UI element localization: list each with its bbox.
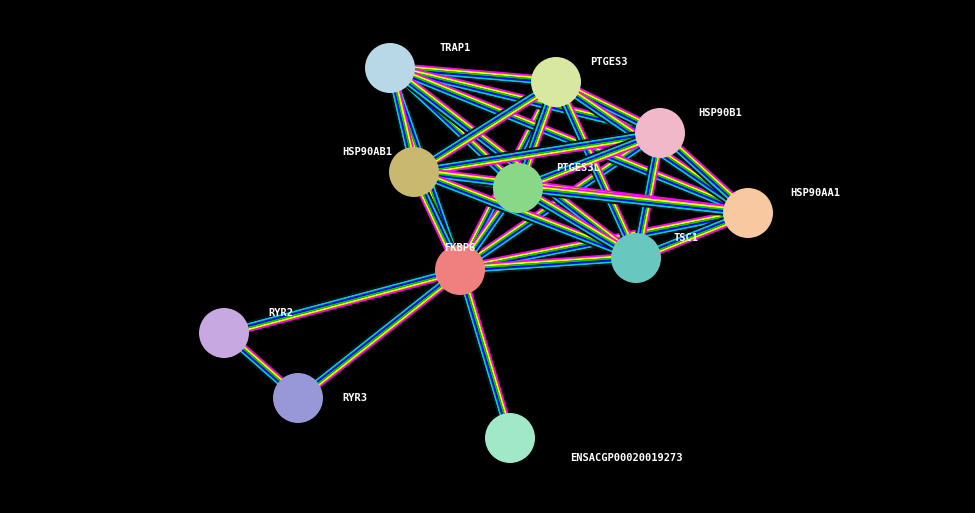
- Text: HSP90AA1: HSP90AA1: [790, 188, 840, 198]
- Circle shape: [611, 233, 661, 283]
- Text: HSP90B1: HSP90B1: [698, 108, 742, 118]
- Circle shape: [389, 147, 439, 197]
- Circle shape: [365, 43, 415, 93]
- Circle shape: [493, 163, 543, 213]
- Text: TSC1: TSC1: [674, 233, 699, 243]
- Circle shape: [485, 413, 535, 463]
- Text: PTGES3L: PTGES3L: [556, 163, 600, 173]
- Text: RYR2: RYR2: [268, 308, 293, 318]
- Circle shape: [273, 373, 323, 423]
- Circle shape: [723, 188, 773, 238]
- Text: RYR3: RYR3: [342, 393, 367, 403]
- Circle shape: [435, 245, 485, 295]
- Circle shape: [531, 57, 581, 107]
- Circle shape: [199, 308, 249, 358]
- Text: ENSACGP00020019273: ENSACGP00020019273: [570, 453, 682, 463]
- Text: HSP90AB1: HSP90AB1: [342, 147, 392, 157]
- Text: FKBP6: FKBP6: [445, 243, 476, 253]
- Text: TRAP1: TRAP1: [440, 43, 471, 53]
- Text: PTGES3: PTGES3: [590, 57, 628, 67]
- Circle shape: [635, 108, 685, 158]
